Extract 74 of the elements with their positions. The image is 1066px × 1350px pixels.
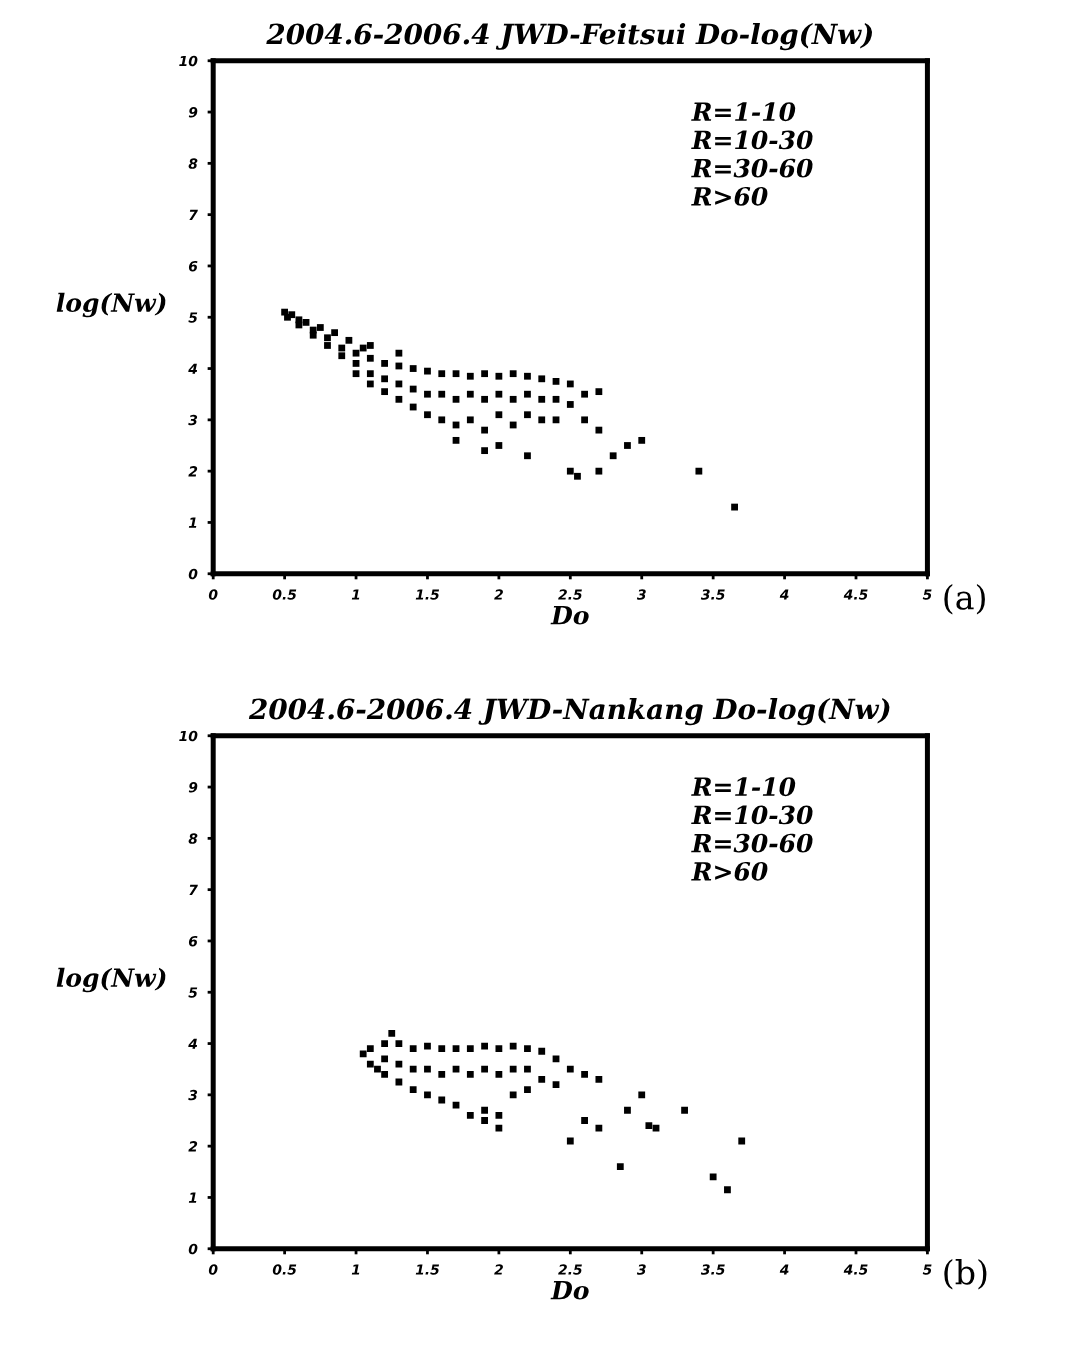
point [595,1076,603,1083]
point [681,1106,688,1114]
point [359,1050,367,1058]
point [481,1065,488,1073]
point [538,1076,546,1083]
chart-title: 2004.6-2006.4 JWD-Nankang Do-log(Nw) [248,697,890,726]
point [495,1111,503,1119]
point [709,1173,717,1181]
point [388,1029,396,1037]
point [624,1106,631,1114]
point [424,1042,431,1050]
point [424,1065,431,1073]
point [466,1045,474,1053]
point [595,1124,603,1132]
point [409,1045,417,1053]
point [495,1070,503,1078]
point [366,1045,374,1053]
point [466,1111,474,1119]
point [581,1070,588,1078]
point [374,1065,381,1073]
point [581,1117,588,1124]
point [509,1042,517,1050]
point [452,1065,460,1073]
x-axis-title: Do [550,1281,589,1300]
annotation: R>60 [691,186,768,206]
point [638,1091,646,1099]
point [381,1055,389,1063]
point [395,1040,403,1047]
point [438,1070,446,1078]
point [538,1047,546,1055]
point [509,1091,517,1099]
point [424,1091,431,1099]
annotation: R=1-10 [691,102,796,122]
point [645,1122,653,1130]
point [481,1042,488,1050]
point [438,1096,446,1104]
annotation: R=10-30 [691,805,813,825]
annotation: R=10-30 [691,130,813,150]
point [395,1078,403,1086]
point [452,1101,460,1109]
annotation: R=30-60 [691,158,813,178]
text: (a) [944,584,985,615]
point [481,1117,488,1124]
point [381,1070,389,1078]
point [566,1065,574,1073]
y-axis-title: log(Nw) [56,292,166,318]
point [481,1106,488,1114]
point [524,1065,531,1073]
point [466,1070,474,1078]
point [452,1045,460,1053]
point [724,1186,731,1194]
annotation: R>60 [691,861,768,881]
x-axis-title: Do [550,606,589,625]
point [616,1163,624,1171]
point [381,1040,389,1047]
point [409,1086,417,1094]
point [524,1086,531,1094]
point [566,1137,574,1145]
text: (b) [944,1259,987,1290]
point [366,1060,374,1068]
annotation: R=30-60 [691,833,813,853]
point [495,1045,503,1053]
point [409,1065,417,1073]
point [524,1045,531,1053]
point [509,1065,517,1073]
point [495,1124,503,1132]
chart-title: 2004.6-2006.4 JWD-Feitsui Do-log(Nw) [266,22,872,51]
point [738,1137,746,1145]
point [552,1081,560,1088]
annotation: R=1-10 [691,777,796,797]
point [652,1124,660,1132]
y-axis-title: log(Nw) [56,967,166,993]
point [395,1060,403,1068]
point [438,1045,446,1053]
